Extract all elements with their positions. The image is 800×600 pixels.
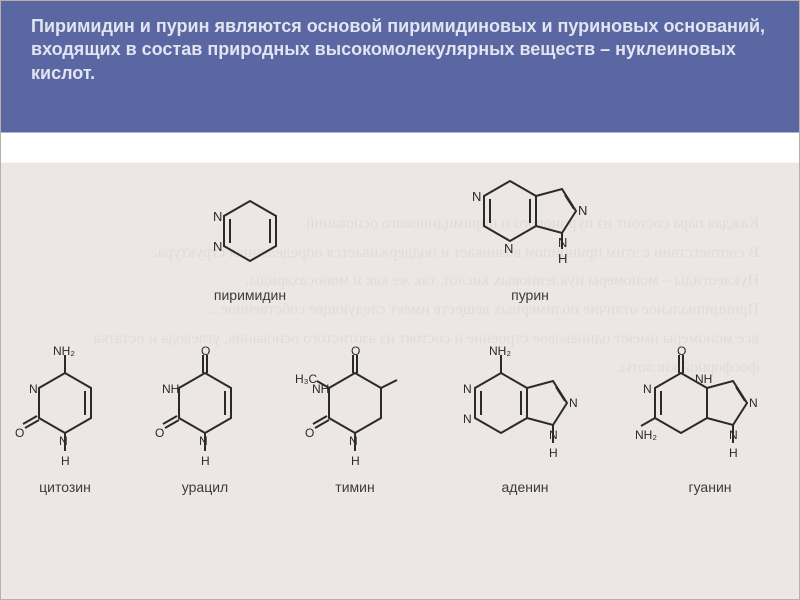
molecule-cytosine: NH₂ O N N H цитозин [15,343,115,495]
parent-row: N N пиримидин N N N [1,171,799,303]
molecule-adenine: NH₂ N N N N H аденин [455,343,595,495]
guanine-structure: O NH₂ NH N N N H [635,343,785,473]
label-uracil: урацил [182,479,228,495]
atom-h: H [351,454,360,468]
atom-nh: NH [162,382,179,396]
molecule-thymine: O O H₃C NH N H тимин [295,343,415,495]
molecule-guanine: O NH₂ NH N N N H гуанин [635,343,785,495]
atom-o: O [677,344,686,358]
molecule-uracil: O O NH N H урацил [155,343,255,495]
atom-o: O [305,426,314,440]
atom-o: O [155,426,164,440]
atom-n: N [472,189,481,204]
diagram-area: N N пиримидин N N N [1,171,799,569]
atom-n: N [59,434,68,448]
atom-n: N [213,239,222,254]
thymine-structure: O O H₃C NH N H [295,343,415,473]
purine-structure: N N N N H [470,171,590,281]
molecule-purine: N N N N H пурин [470,171,590,303]
atom-h: H [201,454,210,468]
atom-o: O [201,344,210,358]
atom-h: H [729,446,738,460]
atom-n: N [213,209,222,224]
atom-n: N [578,203,587,218]
atom-o: O [15,426,24,440]
atom-n: N [29,382,38,396]
uracil-structure: O O NH N H [155,343,255,473]
atom-n: N [463,412,472,426]
atom-n: N [349,434,358,448]
cytosine-structure: NH₂ O N N H [15,343,115,473]
atom-n: N [504,241,513,256]
atom-h: H [549,446,558,460]
atom-o: O [351,344,360,358]
atom-nh2: NH₂ [489,344,511,358]
label-thymine: тимин [335,479,374,495]
label-pyrimidine: пиримидин [214,287,286,303]
label-purine: пурин [511,287,549,303]
atom-nh: NH [695,372,712,386]
atom-nh2: NH₂ [635,428,657,442]
atom-n: N [569,396,578,410]
atom-h: H [558,251,567,266]
atom-nh2: NH₂ [53,344,75,358]
atom-n: N [749,396,758,410]
slide-title: Пиримидин и пурин являются основой пирим… [31,15,769,85]
atom-n: N [643,382,652,396]
atom-nh: NH [312,382,329,396]
label-guanine: гуанин [688,479,731,495]
atom-n: N [463,382,472,396]
atom-n: N [199,434,208,448]
atom-h: H [61,454,70,468]
pyrimidine-structure: N N [210,191,290,281]
molecule-pyrimidine: N N пиримидин [210,191,290,303]
slide: Пиримидин и пурин являются основой пирим… [0,0,800,600]
label-cytosine: цитозин [39,479,91,495]
derivative-row: NH₂ O N N H цитозин [1,343,799,495]
adenine-structure: NH₂ N N N N H [455,343,595,473]
label-adenine: аденин [501,479,548,495]
